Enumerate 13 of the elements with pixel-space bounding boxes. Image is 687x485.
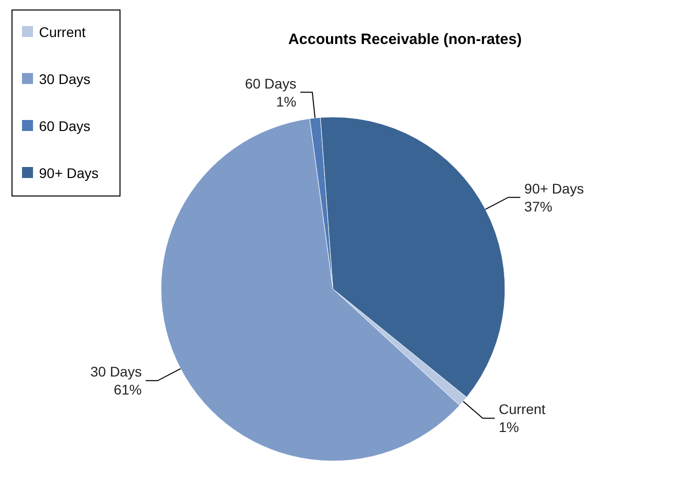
legend-label: 90+ Days: [39, 165, 99, 181]
data-label: 61%: [114, 382, 142, 398]
legend-label: 60 Days: [39, 118, 90, 134]
data-label: 1%: [276, 93, 296, 110]
slice-label: 30 Days: [90, 364, 142, 380]
legend-label: 30 Days: [39, 71, 90, 87]
text: Accounts Receivable (non-rates): [288, 31, 522, 48]
data-label: 37%: [524, 198, 552, 214]
slice-label: Current: [498, 401, 546, 418]
data-label: 1%: [498, 419, 519, 436]
legend-label: Current: [39, 24, 86, 40]
slice-label: 90+ Days: [524, 180, 584, 196]
slice-label: 60 Days: [244, 75, 296, 92]
